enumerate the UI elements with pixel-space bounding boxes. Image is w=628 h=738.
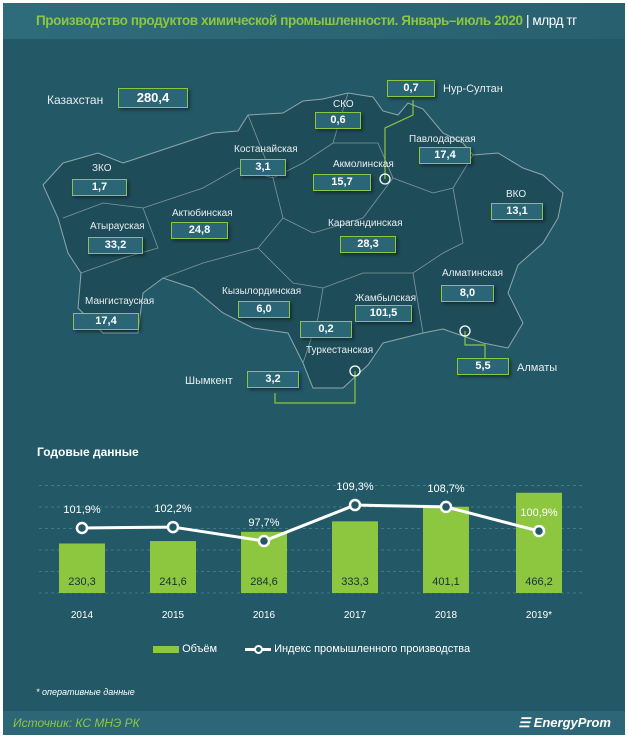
index-label: 97,7% xyxy=(248,517,279,529)
index-point xyxy=(348,498,362,512)
region-value: 17,4 xyxy=(419,147,471,164)
index-label: 102,2% xyxy=(154,503,192,515)
bar-label: 401,1 xyxy=(432,576,460,588)
region-label: Актюбинская xyxy=(172,208,233,219)
shymkent-marker xyxy=(349,365,361,377)
bar-label: 230,3 xyxy=(68,576,96,588)
region-value: 0,6 xyxy=(315,112,361,129)
bar-label: 333,3 xyxy=(341,576,369,588)
footnote: * оперативные данные xyxy=(36,687,135,697)
index-point xyxy=(439,500,453,514)
region-label: СКО xyxy=(333,99,354,110)
footer: Источник: КС МНЭ РК ☰ EnergyProm xyxy=(3,711,625,735)
index-point xyxy=(75,521,89,535)
region-value: 28,3 xyxy=(340,236,396,253)
x-tick-label: 2019* xyxy=(526,610,552,621)
index-line xyxy=(81,503,540,543)
legend-index: Индекс промышленного производства xyxy=(245,643,470,655)
page-title: Производство продуктов химической промыш… xyxy=(36,13,577,28)
almaty-marker xyxy=(459,325,471,337)
map-outline xyxy=(42,92,564,389)
region-value: 15,7 xyxy=(313,174,371,191)
header: Производство продуктов химической промыш… xyxy=(3,3,625,39)
region-label: ЗКО xyxy=(92,163,112,174)
infographic: Производство продуктов химической промыш… xyxy=(3,3,625,735)
annual-chart: 230,3 2014 241,6 2015 284,6 2016 333,3 2017 401,… xyxy=(39,481,585,621)
region-value: 0,7 xyxy=(387,80,435,97)
nur-sultan-marker xyxy=(379,173,391,185)
x-tick-label: 2017 xyxy=(344,610,367,621)
region-value: 24,8 xyxy=(171,222,228,239)
x-tick-label: 2014 xyxy=(71,610,94,621)
region-label: ВКО xyxy=(506,189,527,200)
total-label: Казахстан xyxy=(47,93,104,107)
region-value: 101,5 xyxy=(355,305,412,322)
bar-label: 241,6 xyxy=(159,576,187,588)
region-label: Нур-Султан xyxy=(443,83,503,95)
x-tick-label: 2016 xyxy=(253,610,276,621)
region-value: 0,2 xyxy=(300,321,352,338)
region-label: Карагандинская xyxy=(328,218,403,229)
region-label: Атырауская xyxy=(90,221,145,232)
index-label: 108,7% xyxy=(427,483,465,495)
leader-lines xyxy=(274,100,486,404)
region-label: Акмолинская xyxy=(333,159,394,170)
region-value: 3,1 xyxy=(240,159,286,176)
x-tick-label: 2015 xyxy=(162,610,185,621)
region-label: Павлодарская xyxy=(409,134,476,145)
region-label: Жамбылская xyxy=(355,293,416,304)
bar xyxy=(150,541,196,593)
region-value: 8,0 xyxy=(441,285,494,302)
index-point xyxy=(532,524,546,538)
region-value: 17,4 xyxy=(73,313,139,330)
region-label: Алматы xyxy=(517,362,558,374)
kazakhstan-map xyxy=(42,92,564,404)
region-value: 33,2 xyxy=(88,237,143,254)
index-label: 101,9% xyxy=(63,504,101,516)
region-label: Мангистауская xyxy=(85,296,155,307)
bar xyxy=(332,521,378,593)
index-point xyxy=(257,534,271,548)
region-value: 6,0 xyxy=(238,301,290,318)
bar-label: 466,2 xyxy=(525,576,553,588)
region-label: Кызылординская xyxy=(222,286,302,297)
x-tick-label: 2018 xyxy=(435,610,458,621)
bar-label: 284,6 xyxy=(250,576,278,588)
bar xyxy=(423,506,469,593)
legend-bar-swatch xyxy=(153,645,179,653)
index-label: 109,3% xyxy=(336,481,374,493)
total-value: 280,4 xyxy=(118,88,188,108)
source: Источник: КС МНЭ РК xyxy=(13,716,140,730)
bar xyxy=(59,543,105,593)
bar xyxy=(516,492,562,593)
region-value: 3,2 xyxy=(247,371,299,388)
unit-label: | млрд тг xyxy=(525,13,577,28)
legend-volume: Объём xyxy=(153,643,217,655)
region-value: 5,5 xyxy=(457,358,509,375)
region-label: Алматинская xyxy=(442,268,503,279)
index-label: 100,9% xyxy=(520,507,558,519)
region-value: 1,7 xyxy=(72,179,127,196)
region-value: 13,1 xyxy=(491,203,543,220)
region-label: Туркестанская xyxy=(306,345,374,356)
logo: ☰ EnergyProm xyxy=(518,715,611,730)
legend-line-swatch xyxy=(245,644,271,655)
index-point xyxy=(166,520,180,534)
region-label: Шымкент xyxy=(185,375,233,387)
chart-title: Годовые данные xyxy=(37,445,139,459)
region-label: Костанайская xyxy=(234,144,298,155)
